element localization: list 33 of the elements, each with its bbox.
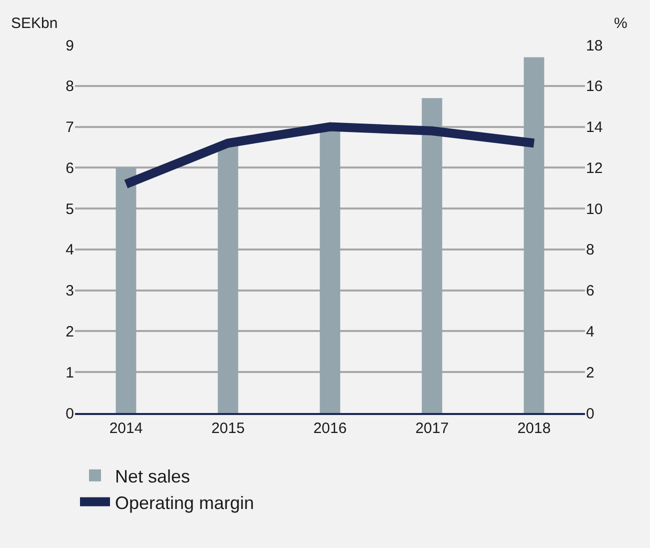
- legend-label: Operating margin: [115, 492, 254, 513]
- y2-tick-label: 2: [586, 364, 594, 382]
- x-tick-label: 2016: [313, 420, 347, 437]
- bar: [116, 168, 136, 413]
- x-tick-label: 2015: [211, 420, 245, 437]
- bar: [422, 98, 442, 413]
- y-tick-label: 6: [66, 160, 74, 177]
- bar: [320, 130, 340, 413]
- y2-tick-label: 6: [586, 282, 594, 300]
- legend-label: Net sales: [115, 466, 190, 486]
- y-axis-title: SEKbn: [11, 15, 58, 32]
- y2-tick-label: 18: [586, 37, 603, 54]
- y-tick-label: 0: [66, 405, 74, 422]
- y2-tick-label: 0: [586, 405, 594, 422]
- y2-tick-label: 4: [586, 323, 594, 340]
- bar: [524, 57, 544, 413]
- y-tick-label: 7: [66, 119, 74, 136]
- y2-axis-title: %: [614, 15, 628, 32]
- y2-tick-label: 10: [586, 200, 603, 218]
- x-tick-label: 2014: [109, 420, 143, 437]
- y2-tick-label: 8: [586, 242, 594, 259]
- y-tick-label: 1: [66, 364, 74, 382]
- y-tick-label: 5: [66, 200, 74, 218]
- x-tick-label: 2018: [517, 420, 551, 437]
- y-tick-label: 4: [66, 242, 74, 259]
- y2-tick-label: 16: [586, 78, 603, 96]
- y-tick-label: 3: [66, 282, 74, 300]
- x-tick-label: 2017: [415, 420, 449, 437]
- y-tick-label: 2: [66, 323, 74, 340]
- y2-tick-label: 14: [586, 119, 603, 136]
- y-tick-label: 9: [66, 37, 74, 54]
- y-tick-label: 8: [66, 78, 74, 96]
- y2-tick-label: 12: [586, 160, 603, 177]
